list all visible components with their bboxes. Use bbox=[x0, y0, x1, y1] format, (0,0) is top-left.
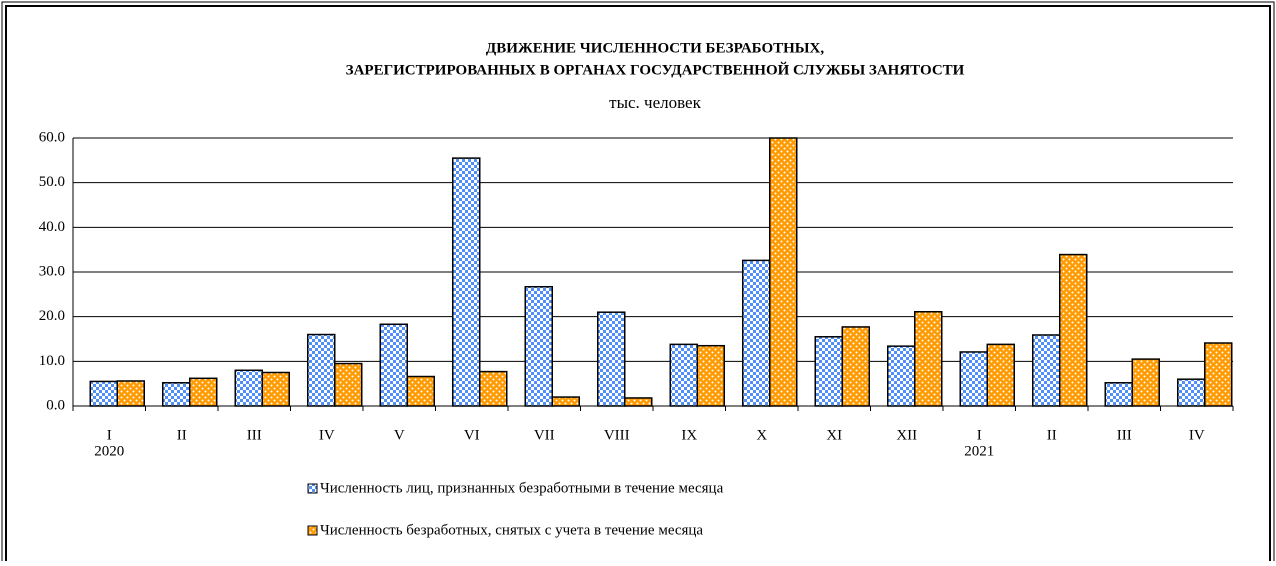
x-tick-label: I bbox=[977, 427, 982, 443]
y-tick-label: 60.0 bbox=[39, 129, 65, 145]
x-tick-label: III bbox=[1117, 427, 1132, 443]
bar bbox=[769, 137, 798, 407]
legend-swatch bbox=[307, 525, 318, 536]
chart-title: ДВИЖЕНИЕ ЧИСЛЕННОСТИ БЕЗРАБОТНЫХ, bbox=[486, 40, 824, 56]
bar bbox=[307, 333, 336, 407]
bar bbox=[696, 344, 725, 407]
bar bbox=[234, 369, 263, 407]
bar bbox=[597, 311, 626, 407]
bar bbox=[452, 157, 481, 407]
bar bbox=[379, 323, 408, 407]
x-tick-label: IX bbox=[681, 427, 697, 443]
x-tick-label: VII bbox=[534, 427, 555, 443]
x-tick-label: II bbox=[177, 427, 187, 443]
bar bbox=[914, 311, 943, 407]
bar bbox=[1204, 342, 1233, 407]
y-tick-label: 20.0 bbox=[39, 308, 65, 324]
bar bbox=[669, 343, 698, 407]
bar bbox=[986, 343, 1015, 407]
legend-swatch bbox=[307, 483, 318, 494]
x-tick-label: V bbox=[394, 427, 405, 443]
y-tick-label: 0.0 bbox=[46, 397, 65, 413]
bar bbox=[959, 351, 988, 407]
bar bbox=[261, 371, 290, 407]
x-tick-label: IV bbox=[1189, 427, 1205, 443]
x-tick-label: I bbox=[107, 427, 112, 443]
bar bbox=[841, 326, 870, 407]
bar bbox=[1131, 358, 1160, 407]
bar bbox=[814, 336, 843, 407]
x-tick-label: II bbox=[1047, 427, 1057, 443]
bar bbox=[116, 380, 145, 407]
x-tick-label: III bbox=[247, 427, 262, 443]
x-group-label: 2020 bbox=[94, 443, 124, 459]
bar bbox=[551, 396, 580, 407]
y-tick-label: 30.0 bbox=[39, 263, 65, 279]
bar bbox=[479, 370, 508, 407]
x-tick-label: XII bbox=[896, 427, 917, 443]
x-tick-label: VIII bbox=[604, 427, 630, 443]
legend-label: Численность лиц, признанных безработными… bbox=[320, 480, 724, 496]
bar bbox=[887, 345, 916, 407]
bar bbox=[162, 382, 191, 407]
x-tick-label: XI bbox=[826, 427, 842, 443]
bar bbox=[1032, 334, 1061, 407]
x-tick-label: IV bbox=[319, 427, 335, 443]
bar bbox=[742, 259, 771, 407]
y-tick-label: 10.0 bbox=[39, 353, 65, 369]
chart-subtitle: тыс. человек bbox=[609, 93, 701, 112]
bar bbox=[89, 380, 118, 407]
x-tick-label: X bbox=[756, 427, 767, 443]
bar bbox=[189, 377, 218, 407]
y-tick-label: 50.0 bbox=[39, 174, 65, 190]
bar bbox=[1104, 382, 1133, 407]
y-tick-label: 40.0 bbox=[39, 219, 65, 235]
bar bbox=[624, 397, 653, 407]
bar bbox=[1177, 378, 1206, 407]
chart-title: ЗАРЕГИСТРИРОВАННЫХ В ОРГАНАХ ГОСУДАРСТВЕ… bbox=[346, 61, 965, 78]
bar bbox=[1059, 253, 1088, 407]
x-group-label: 2021 bbox=[964, 443, 994, 459]
bar bbox=[524, 285, 553, 407]
x-tick-label: VI bbox=[464, 427, 480, 443]
legend-label: Численность безработных, снятых с учета … bbox=[320, 522, 703, 538]
bar bbox=[406, 375, 435, 407]
bar bbox=[334, 362, 363, 407]
